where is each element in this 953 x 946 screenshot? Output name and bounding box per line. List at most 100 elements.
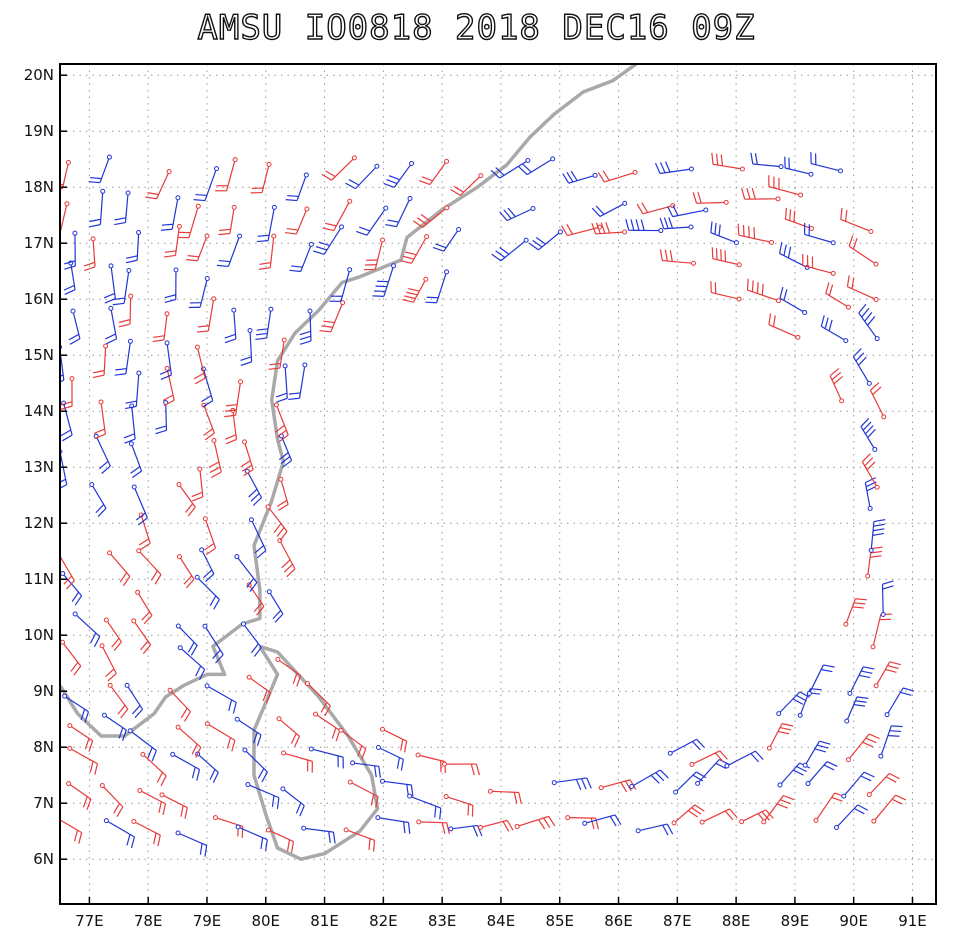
y-tick-label: 9N bbox=[33, 682, 54, 700]
wind-barb bbox=[802, 740, 831, 768]
wind-barb bbox=[275, 656, 302, 687]
x-tick-label: 82E bbox=[369, 912, 398, 930]
wind-barb bbox=[845, 733, 880, 763]
wind-barb bbox=[248, 517, 267, 559]
wind-barb bbox=[200, 366, 214, 408]
wind-barb bbox=[285, 172, 309, 202]
wind-barb bbox=[177, 645, 206, 680]
wind-barb bbox=[215, 157, 238, 192]
wind-barb bbox=[92, 343, 109, 379]
wind-barb bbox=[561, 224, 603, 237]
x-tick-label: 83E bbox=[428, 912, 457, 930]
x-tick-label: 84E bbox=[487, 912, 516, 930]
wind-barb bbox=[160, 195, 181, 231]
wind-barb bbox=[820, 315, 849, 344]
wind-barb bbox=[124, 682, 144, 719]
wind-barb bbox=[131, 484, 148, 526]
wind-barb bbox=[635, 823, 674, 836]
wind-barb bbox=[810, 152, 844, 174]
wind-barb bbox=[68, 308, 81, 345]
wind-barb bbox=[841, 771, 875, 799]
y-tick-label: 6N bbox=[33, 850, 54, 868]
wind-barb bbox=[107, 550, 131, 587]
wind-barb bbox=[103, 617, 122, 652]
wind-barb bbox=[768, 175, 804, 198]
wind-barb bbox=[256, 204, 277, 243]
wind-barb bbox=[490, 157, 531, 179]
wind-barb bbox=[89, 188, 106, 228]
wind-barb bbox=[383, 160, 415, 188]
wind-barb bbox=[159, 792, 188, 819]
wind-barb bbox=[225, 407, 238, 445]
wind-barb bbox=[170, 751, 201, 781]
wind-barb bbox=[204, 683, 237, 714]
wind-barb bbox=[313, 711, 341, 742]
wind-barb bbox=[667, 738, 705, 756]
wind-barb bbox=[425, 269, 450, 304]
wind-barb bbox=[343, 827, 376, 852]
wind-barb bbox=[591, 200, 628, 217]
wind-barb bbox=[803, 223, 836, 246]
wind-barb bbox=[301, 825, 336, 844]
wind-barb bbox=[419, 158, 450, 186]
wind-barb bbox=[813, 792, 846, 823]
y-tick-label: 16N bbox=[24, 290, 54, 308]
wind-barb bbox=[412, 205, 450, 228]
wind-barb bbox=[737, 223, 775, 245]
y-tick-label: 19N bbox=[24, 122, 54, 140]
wind-barb bbox=[204, 721, 236, 752]
wind-barb bbox=[329, 267, 353, 302]
wind-barb bbox=[114, 190, 131, 226]
wind-barb bbox=[202, 516, 217, 556]
wind-barb bbox=[245, 782, 280, 810]
wind-barb bbox=[829, 367, 845, 404]
wind-barb bbox=[869, 382, 887, 420]
wind-barb bbox=[60, 376, 75, 410]
wind-barb bbox=[477, 819, 514, 832]
wind-barb bbox=[159, 340, 172, 381]
wind-barb bbox=[407, 793, 442, 820]
wind-barb bbox=[847, 666, 875, 696]
wind-barb bbox=[112, 267, 132, 306]
wind-barb bbox=[432, 226, 462, 252]
wind-barb bbox=[137, 787, 167, 816]
wind-barb bbox=[216, 233, 243, 268]
wind-barb bbox=[355, 205, 389, 236]
wind-barb bbox=[273, 402, 289, 443]
wind-barb bbox=[105, 305, 118, 345]
wind-barb bbox=[597, 169, 638, 183]
wind-barb bbox=[246, 674, 272, 704]
y-tick-label: 15N bbox=[24, 346, 54, 364]
wind-barb bbox=[514, 815, 556, 830]
wind-barb bbox=[224, 379, 244, 418]
wind-barb bbox=[60, 201, 70, 236]
wind-barb bbox=[659, 249, 696, 266]
wind-barb bbox=[176, 554, 195, 589]
wind-barb bbox=[562, 170, 598, 184]
wind-barb bbox=[442, 761, 480, 776]
wind-barb bbox=[175, 623, 198, 656]
wind-barb bbox=[848, 235, 879, 267]
x-tick-label: 85E bbox=[545, 912, 574, 930]
wind-barb bbox=[276, 716, 301, 747]
wind-barb bbox=[276, 476, 289, 511]
wind-barb bbox=[671, 804, 705, 826]
x-tick-label: 87E bbox=[663, 912, 692, 930]
wind-barb bbox=[852, 348, 872, 386]
wind-barb bbox=[193, 344, 206, 385]
y-tick-label: 7N bbox=[33, 794, 54, 812]
wind-barb bbox=[140, 751, 167, 787]
wind-barb bbox=[551, 777, 592, 791]
wind-barb bbox=[60, 159, 71, 190]
wind-barb bbox=[127, 728, 157, 762]
wind-barb bbox=[825, 282, 852, 310]
wind-barb bbox=[60, 571, 83, 606]
wind-barb bbox=[60, 819, 83, 844]
wind-barb bbox=[308, 746, 344, 769]
wind-barb bbox=[591, 222, 628, 235]
wind-barb bbox=[673, 771, 707, 795]
wind-barb bbox=[155, 400, 169, 435]
wind-barb bbox=[843, 598, 867, 627]
wind-barb bbox=[710, 281, 742, 302]
wind-barb bbox=[667, 205, 709, 218]
